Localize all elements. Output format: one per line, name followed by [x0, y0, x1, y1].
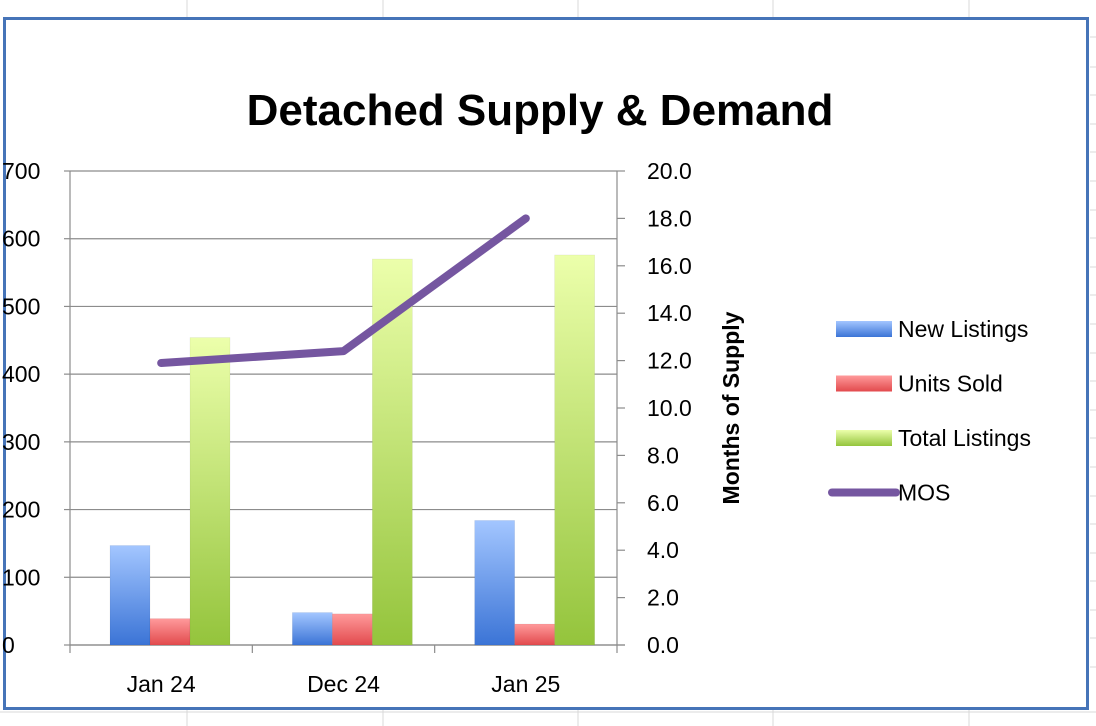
category-label: Jan 25 [491, 671, 560, 697]
bar-total-listings [554, 254, 595, 646]
left-tick-label: 700 [2, 158, 40, 184]
bar-new-listings [109, 545, 151, 646]
line-mos [157, 214, 530, 367]
right-axis-label: Months of Supply [718, 311, 744, 504]
legend-swatch-units-sold [836, 375, 892, 392]
right-tick-label: 0.0 [647, 632, 679, 658]
legend-label-total-listings: Total Listings [898, 425, 1031, 451]
left-tick-label: 200 [2, 497, 40, 523]
right-tick-label: 4.0 [647, 537, 679, 563]
legend-swatch-total-listings [836, 430, 892, 446]
right-tick-label: 12.0 [647, 348, 692, 374]
bar-units-sold [514, 623, 555, 646]
left-tick-label: 400 [2, 361, 40, 387]
legend-label-new-listings: New Listings [898, 316, 1028, 342]
left-tick-label: 600 [2, 226, 40, 252]
bar-total-listings [189, 337, 231, 646]
right-tick-label: 8.0 [647, 442, 679, 468]
left-tick-label: 500 [2, 293, 40, 319]
left-tick-label: 300 [2, 429, 40, 455]
left-tick-label: 0 [2, 632, 15, 658]
right-tick-label: 20.0 [647, 158, 692, 184]
category-label: Jan 24 [127, 671, 196, 697]
bar-new-listings [292, 612, 333, 646]
left-tick-label: 100 [2, 564, 40, 590]
bar-total-listings [372, 258, 413, 646]
legend: New Listings Units Sold Total Listings MOS [828, 316, 1031, 506]
right-tick-label: 10.0 [647, 395, 692, 421]
legend-label-mos: MOS [898, 480, 950, 506]
legend-swatch-new-listings [836, 321, 892, 337]
bar-units-sold [332, 613, 373, 646]
legend-label-units-sold: Units Sold [898, 371, 1003, 397]
right-tick-label: 18.0 [647, 205, 692, 231]
bar-new-listings [474, 520, 515, 646]
chart-title: Detached Supply & Demand [247, 86, 834, 135]
category-label: Dec 24 [307, 671, 380, 697]
right-tick-label: 14.0 [647, 300, 692, 326]
right-tick-label: 6.0 [647, 490, 679, 516]
right-tick-label: 2.0 [647, 585, 679, 611]
right-tick-label: 16.0 [647, 253, 692, 279]
bar-units-sold [149, 618, 191, 646]
